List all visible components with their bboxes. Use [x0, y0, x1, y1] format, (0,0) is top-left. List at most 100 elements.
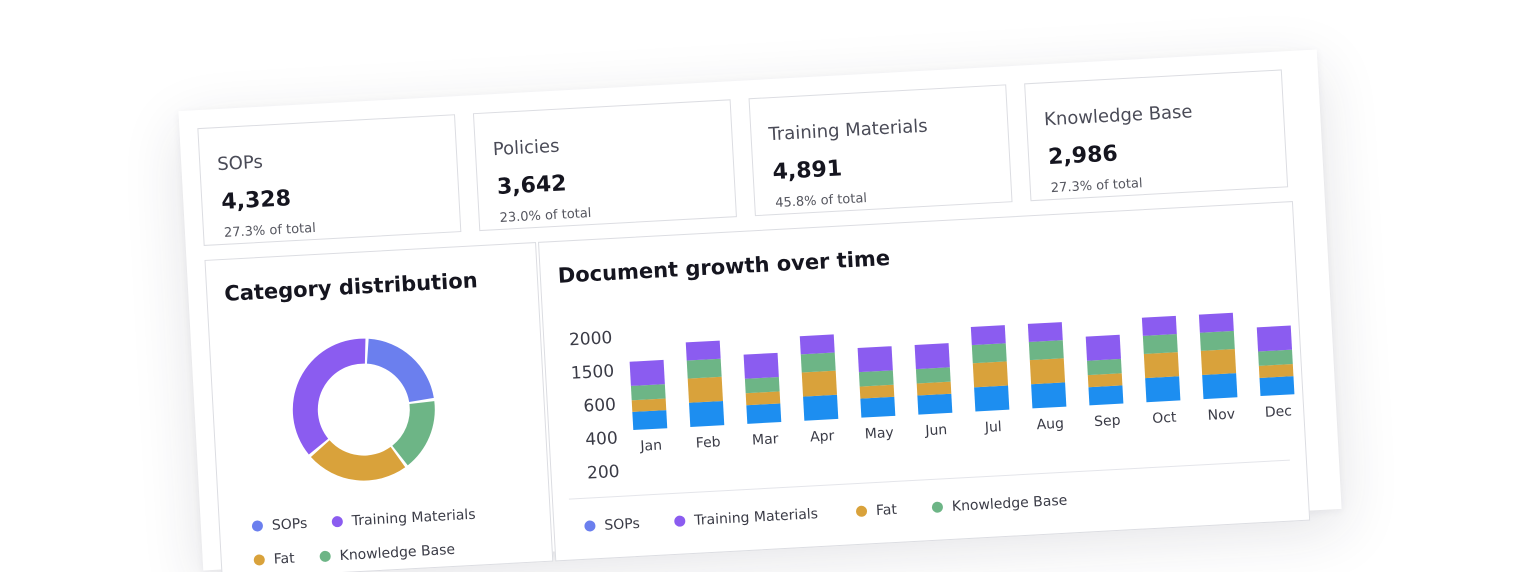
bar-segment-training-materials-apr[interactable]	[799, 334, 835, 355]
x-tick-label-mar: Mar	[752, 431, 779, 448]
bar-segment-fat-mar[interactable]	[745, 391, 781, 406]
bar-segment-fat-jun[interactable]	[916, 381, 952, 396]
x-tick-label-oct: Oct	[1152, 410, 1178, 427]
bar-segment-knowledge-base-aug[interactable]	[1028, 340, 1064, 361]
bar-segment-sops-jun[interactable]	[917, 393, 953, 415]
bar-segment-training-materials-sep[interactable]	[1085, 334, 1121, 361]
legend-item-sops[interactable]: SOPs	[584, 516, 640, 535]
bar-segment-knowledge-base-jul[interactable]	[971, 343, 1007, 364]
bar-segment-knowledge-base-oct[interactable]	[1142, 333, 1178, 354]
y-tick-label: 2000	[569, 328, 613, 350]
x-tick-label-nov: Nov	[1207, 406, 1235, 423]
x-tick-label-sep: Sep	[1094, 413, 1121, 430]
bar-segment-sops-mar[interactable]	[746, 403, 782, 424]
bar-segment-fat-jul[interactable]	[972, 361, 1009, 388]
legend-label: Training Materials	[693, 506, 819, 529]
bar-segment-training-materials-may[interactable]	[857, 346, 893, 373]
stat-value: 4,328	[220, 186, 292, 215]
stat-value: 2,986	[1047, 141, 1119, 171]
bar-segment-knowledge-base-dec[interactable]	[1258, 349, 1293, 366]
legend-item-fat[interactable]: Fat	[855, 501, 898, 520]
legend-dot-fat	[253, 554, 266, 566]
stacked-bar-chart: 2000 1500 600 400 200 Jan Feb Mar Apr May Jun Jul Au…	[569, 312, 1295, 484]
bar-segment-knowledge-base-apr[interactable]	[800, 352, 836, 373]
document-growth-card: Document growth over time 2000 1500 600 400…	[537, 201, 1311, 562]
bar-segment-fat-apr[interactable]	[801, 370, 837, 397]
bar-segment-sops-aug[interactable]	[1031, 382, 1067, 409]
bar-segment-knowledge-base-mar[interactable]	[744, 376, 780, 394]
stat-label: Policies	[492, 135, 560, 161]
legend-dot-training	[674, 515, 686, 527]
bar-segment-training-materials-mar[interactable]	[743, 352, 779, 379]
bar-segment-sops-oct[interactable]	[1145, 376, 1181, 403]
stat-card-policies[interactable]: Policies 3,642 23.0% of total	[472, 99, 737, 232]
donut-slice-fat[interactable]	[310, 436, 406, 483]
y-tick-label: 200	[587, 462, 620, 484]
y-tick-label: 400	[585, 428, 618, 450]
bar-segment-sops-feb[interactable]	[689, 400, 725, 427]
donut-slice-training-materials[interactable]	[289, 338, 371, 455]
legend-label: Knowledge Base	[339, 541, 456, 565]
bar-segment-training-materials-oct[interactable]	[1141, 315, 1177, 336]
bar-segment-fat-nov[interactable]	[1200, 349, 1237, 376]
legend-dot-fat	[855, 505, 868, 518]
bar-segment-training-materials-jun[interactable]	[914, 343, 950, 370]
stat-value: 3,642	[496, 171, 568, 201]
bar-segment-fat-sep[interactable]	[1087, 373, 1123, 388]
stat-percent: 45.8% of total	[774, 191, 868, 212]
legend-item-training[interactable]: Training Materials	[674, 506, 819, 530]
bar-segment-knowledge-base-feb[interactable]	[686, 358, 722, 379]
stat-card-training-materials[interactable]: Training Materials 4,891 45.8% of total	[748, 84, 1013, 217]
bar-segment-sops-dec[interactable]	[1259, 376, 1295, 397]
bar-segment-fat-jan[interactable]	[631, 398, 667, 412]
bar-segment-training-materials-dec[interactable]	[1256, 325, 1293, 352]
legend-dot-sops	[251, 520, 264, 532]
legend-label: Fat	[875, 501, 898, 520]
bar-segment-training-materials-feb[interactable]	[685, 340, 721, 361]
bar-segment-knowledge-base-sep[interactable]	[1087, 358, 1122, 376]
donut-slice-sops[interactable]	[366, 335, 434, 404]
legend-item-fat[interactable]: Fat	[253, 551, 295, 569]
bar-segment-sops-nov[interactable]	[1202, 373, 1238, 400]
bar-segment-fat-feb[interactable]	[687, 376, 723, 403]
stat-card-sops[interactable]: SOPs 4,328 27.3% of total	[197, 114, 462, 246]
bar-segment-training-materials-jan[interactable]	[629, 359, 665, 386]
bar-segment-knowledge-base-jun[interactable]	[915, 367, 951, 384]
stat-card-knowledge-base[interactable]: Knowledge Base 2,986 27.3% of total	[1024, 69, 1289, 202]
legend-item-sops[interactable]: SOPs	[251, 515, 308, 535]
donut-slice-knowledge-base[interactable]	[390, 401, 438, 466]
bar-segment-sops-jan[interactable]	[632, 410, 668, 431]
dashboard-panel: SOPs 4,328 27.3% of total Policies 3,642…	[178, 49, 1342, 572]
legend-dot-kb	[319, 550, 331, 563]
bar-segment-fat-dec[interactable]	[1258, 364, 1294, 378]
stat-label: SOPs	[216, 151, 264, 176]
bar-segment-sops-jul[interactable]	[974, 385, 1010, 412]
legend-label: SOPs	[271, 515, 308, 534]
bar-segment-fat-oct[interactable]	[1143, 352, 1180, 379]
bar-segment-sops-may[interactable]	[860, 396, 896, 418]
bar-segment-sops-sep[interactable]	[1088, 385, 1124, 406]
legend-dot-kb	[931, 501, 944, 513]
legend-dot-training	[331, 515, 344, 528]
legend-item-kb[interactable]: Knowledge Base	[931, 493, 1068, 516]
bar-segment-training-materials-nov[interactable]	[1198, 312, 1234, 333]
category-distribution-card: Category distribution SOPs Training Mate…	[204, 242, 554, 572]
legend-label: SOPs	[604, 515, 641, 534]
stat-label: Knowledge Base	[1043, 101, 1193, 131]
stat-percent: 23.0% of total	[499, 205, 592, 226]
x-tick-label-aug: Aug	[1036, 416, 1064, 433]
legend-item-kb[interactable]: Knowledge Base	[319, 542, 455, 565]
bar-segment-fat-aug[interactable]	[1029, 358, 1066, 385]
bar-segment-training-materials-jul[interactable]	[970, 325, 1006, 346]
bar-segment-knowledge-base-may[interactable]	[858, 370, 894, 387]
bar-segment-sops-apr[interactable]	[803, 394, 839, 421]
bar-segment-fat-may[interactable]	[859, 384, 895, 399]
x-tick-label-apr: Apr	[810, 428, 835, 445]
bar-segment-training-materials-aug[interactable]	[1027, 322, 1063, 343]
bar-segment-knowledge-base-nov[interactable]	[1199, 330, 1235, 351]
legend-dot-sops	[584, 520, 596, 532]
stat-label: Training Materials	[767, 115, 929, 146]
x-tick-label-jul: Jul	[983, 419, 1002, 436]
donut-chart	[289, 335, 438, 483]
bar-segment-knowledge-base-jan[interactable]	[630, 384, 666, 401]
